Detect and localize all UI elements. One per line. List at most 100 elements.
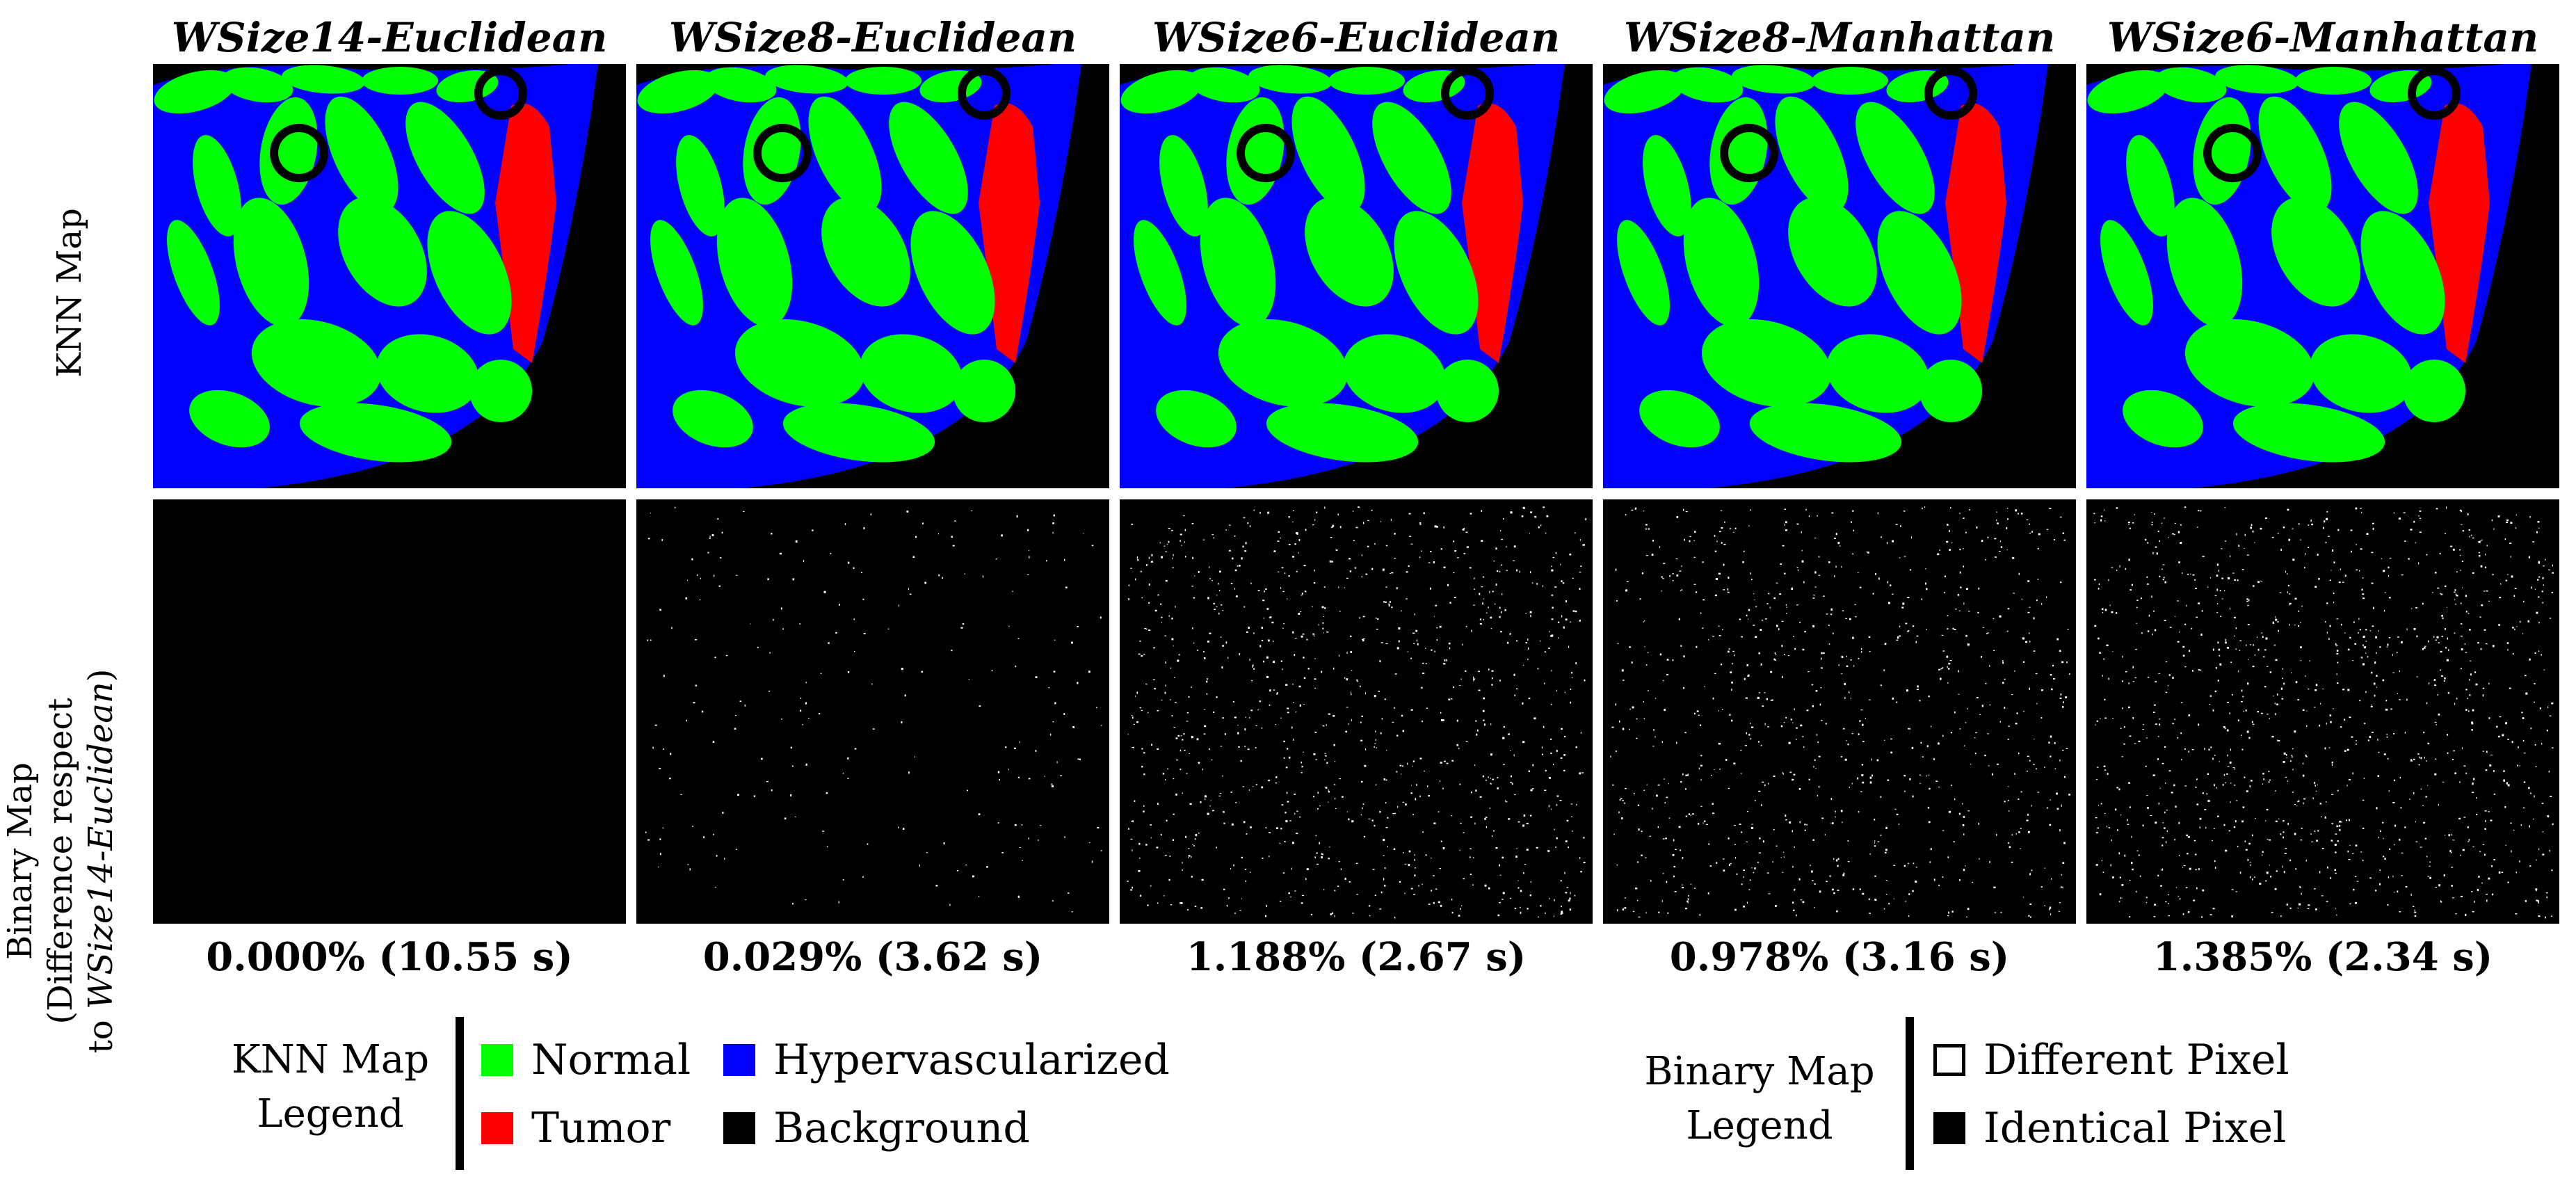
different-pixel-speck bbox=[2120, 728, 2122, 729]
different-pixel-speck bbox=[1758, 692, 1761, 693]
different-pixel-speck bbox=[1740, 749, 1742, 751]
different-pixel-speck bbox=[1328, 713, 1330, 715]
different-pixel-speck bbox=[2462, 530, 2465, 532]
different-pixel-speck bbox=[1332, 524, 1335, 527]
different-pixel-speck bbox=[921, 671, 924, 673]
different-pixel-speck bbox=[2314, 830, 2316, 832]
different-pixel-speck bbox=[703, 836, 705, 839]
different-pixel-speck bbox=[1680, 849, 1681, 851]
different-pixel-speck bbox=[967, 789, 968, 792]
different-pixel-speck bbox=[2251, 524, 2253, 527]
different-pixel-speck bbox=[669, 778, 671, 780]
different-pixel-speck bbox=[1490, 723, 1492, 725]
different-pixel-speck bbox=[1250, 709, 1253, 712]
different-pixel-speck bbox=[1269, 616, 1270, 618]
different-pixel-speck bbox=[2283, 527, 2285, 529]
different-pixel-speck bbox=[1833, 892, 1835, 894]
different-pixel-speck bbox=[935, 885, 938, 887]
different-pixel-speck bbox=[2479, 540, 2481, 542]
different-pixel-speck bbox=[1672, 579, 1674, 581]
different-pixel-speck bbox=[1415, 784, 1417, 786]
different-pixel-speck bbox=[1700, 778, 1702, 781]
different-pixel-speck bbox=[1242, 545, 1244, 548]
different-pixel-speck bbox=[1165, 580, 1168, 582]
different-pixel-speck bbox=[2164, 746, 2166, 748]
different-pixel-speck bbox=[1544, 789, 1547, 791]
different-pixel-speck bbox=[2481, 882, 2483, 884]
different-pixel-speck bbox=[1503, 517, 1504, 520]
different-pixel-speck bbox=[1245, 542, 1247, 545]
different-pixel-speck bbox=[2335, 872, 2337, 874]
different-pixel-speck bbox=[1014, 747, 1016, 749]
different-pixel-speck bbox=[1982, 627, 1985, 628]
different-pixel-speck bbox=[2275, 659, 2278, 661]
different-pixel-speck bbox=[2385, 700, 2388, 702]
different-pixel-speck bbox=[2367, 656, 2369, 658]
different-pixel-speck bbox=[2164, 827, 2166, 829]
different-pixel-speck bbox=[2018, 831, 2020, 833]
different-pixel-speck bbox=[1014, 824, 1017, 826]
different-pixel-speck bbox=[1436, 639, 1438, 641]
different-pixel-speck bbox=[1139, 707, 1141, 709]
different-pixel-speck bbox=[2300, 646, 2302, 649]
different-pixel-speck bbox=[1833, 858, 1835, 860]
different-pixel-speck bbox=[1460, 678, 1462, 680]
different-pixel-speck bbox=[1557, 621, 1560, 623]
different-pixel-speck bbox=[2098, 805, 2099, 806]
different-pixel-speck bbox=[1277, 540, 1280, 542]
different-pixel-speck bbox=[1463, 878, 1465, 880]
different-pixel-speck bbox=[2287, 780, 2289, 782]
different-pixel-speck bbox=[2287, 823, 2289, 826]
different-pixel-speck bbox=[1365, 692, 1366, 694]
different-pixel-speck bbox=[1360, 685, 1361, 687]
different-pixel-speck bbox=[1994, 556, 1997, 558]
different-pixel-speck bbox=[2472, 910, 2474, 913]
different-pixel-speck bbox=[1847, 840, 1849, 842]
different-pixel-speck bbox=[2326, 632, 2328, 634]
different-pixel-speck bbox=[2036, 768, 2037, 770]
different-pixel-speck bbox=[2191, 627, 2193, 629]
different-pixel-speck bbox=[2507, 784, 2510, 787]
different-pixel-speck bbox=[904, 694, 906, 697]
different-pixel-speck bbox=[2053, 539, 2055, 540]
different-pixel-speck bbox=[1313, 582, 1316, 584]
different-pixel-speck bbox=[2344, 719, 2346, 721]
different-pixel-speck bbox=[2346, 748, 2349, 751]
different-pixel-speck bbox=[2315, 908, 2317, 910]
different-pixel-speck bbox=[2245, 849, 2248, 851]
different-pixel-speck bbox=[2440, 593, 2443, 595]
different-pixel-speck bbox=[2162, 564, 2165, 565]
different-pixel-speck bbox=[1933, 878, 1935, 881]
different-pixel-speck bbox=[2361, 511, 2362, 513]
different-pixel-speck bbox=[2228, 830, 2231, 832]
different-pixel-speck bbox=[870, 513, 872, 515]
different-pixel-speck bbox=[2160, 869, 2162, 871]
different-pixel-speck bbox=[2020, 791, 2022, 793]
different-pixel-speck bbox=[2252, 878, 2253, 881]
different-pixel-speck bbox=[1952, 627, 1954, 629]
different-pixel-speck bbox=[1456, 744, 1459, 746]
different-pixel-speck bbox=[1969, 509, 1970, 511]
different-pixel-speck bbox=[1161, 622, 1162, 623]
different-pixel-speck bbox=[1551, 634, 1554, 637]
different-pixel-speck bbox=[2037, 792, 2040, 793]
different-pixel-speck bbox=[2162, 837, 2164, 839]
different-pixel-speck bbox=[1161, 616, 1163, 618]
different-pixel-speck bbox=[2426, 856, 2428, 858]
different-pixel-speck bbox=[1558, 637, 1559, 639]
different-pixel-speck bbox=[2232, 572, 2235, 574]
different-pixel-speck bbox=[2027, 611, 2030, 613]
different-pixel-speck bbox=[2358, 632, 2359, 634]
different-pixel-speck bbox=[2195, 869, 2197, 871]
different-pixel-speck bbox=[1554, 586, 1557, 588]
different-pixel-speck bbox=[2251, 721, 2253, 723]
different-pixel-speck bbox=[1328, 789, 1329, 792]
different-pixel-speck bbox=[1321, 671, 1323, 673]
legend-item-hypervascularized: Hypervascularized bbox=[723, 1032, 1170, 1088]
different-pixel-speck bbox=[2049, 906, 2052, 909]
different-pixel-speck bbox=[1528, 698, 1531, 700]
different-pixel-speck bbox=[1404, 863, 1407, 865]
caption-1: 0.000% (10.55 s) bbox=[206, 934, 573, 980]
different-pixel-speck bbox=[1306, 868, 1309, 870]
different-pixel-speck bbox=[714, 657, 716, 659]
